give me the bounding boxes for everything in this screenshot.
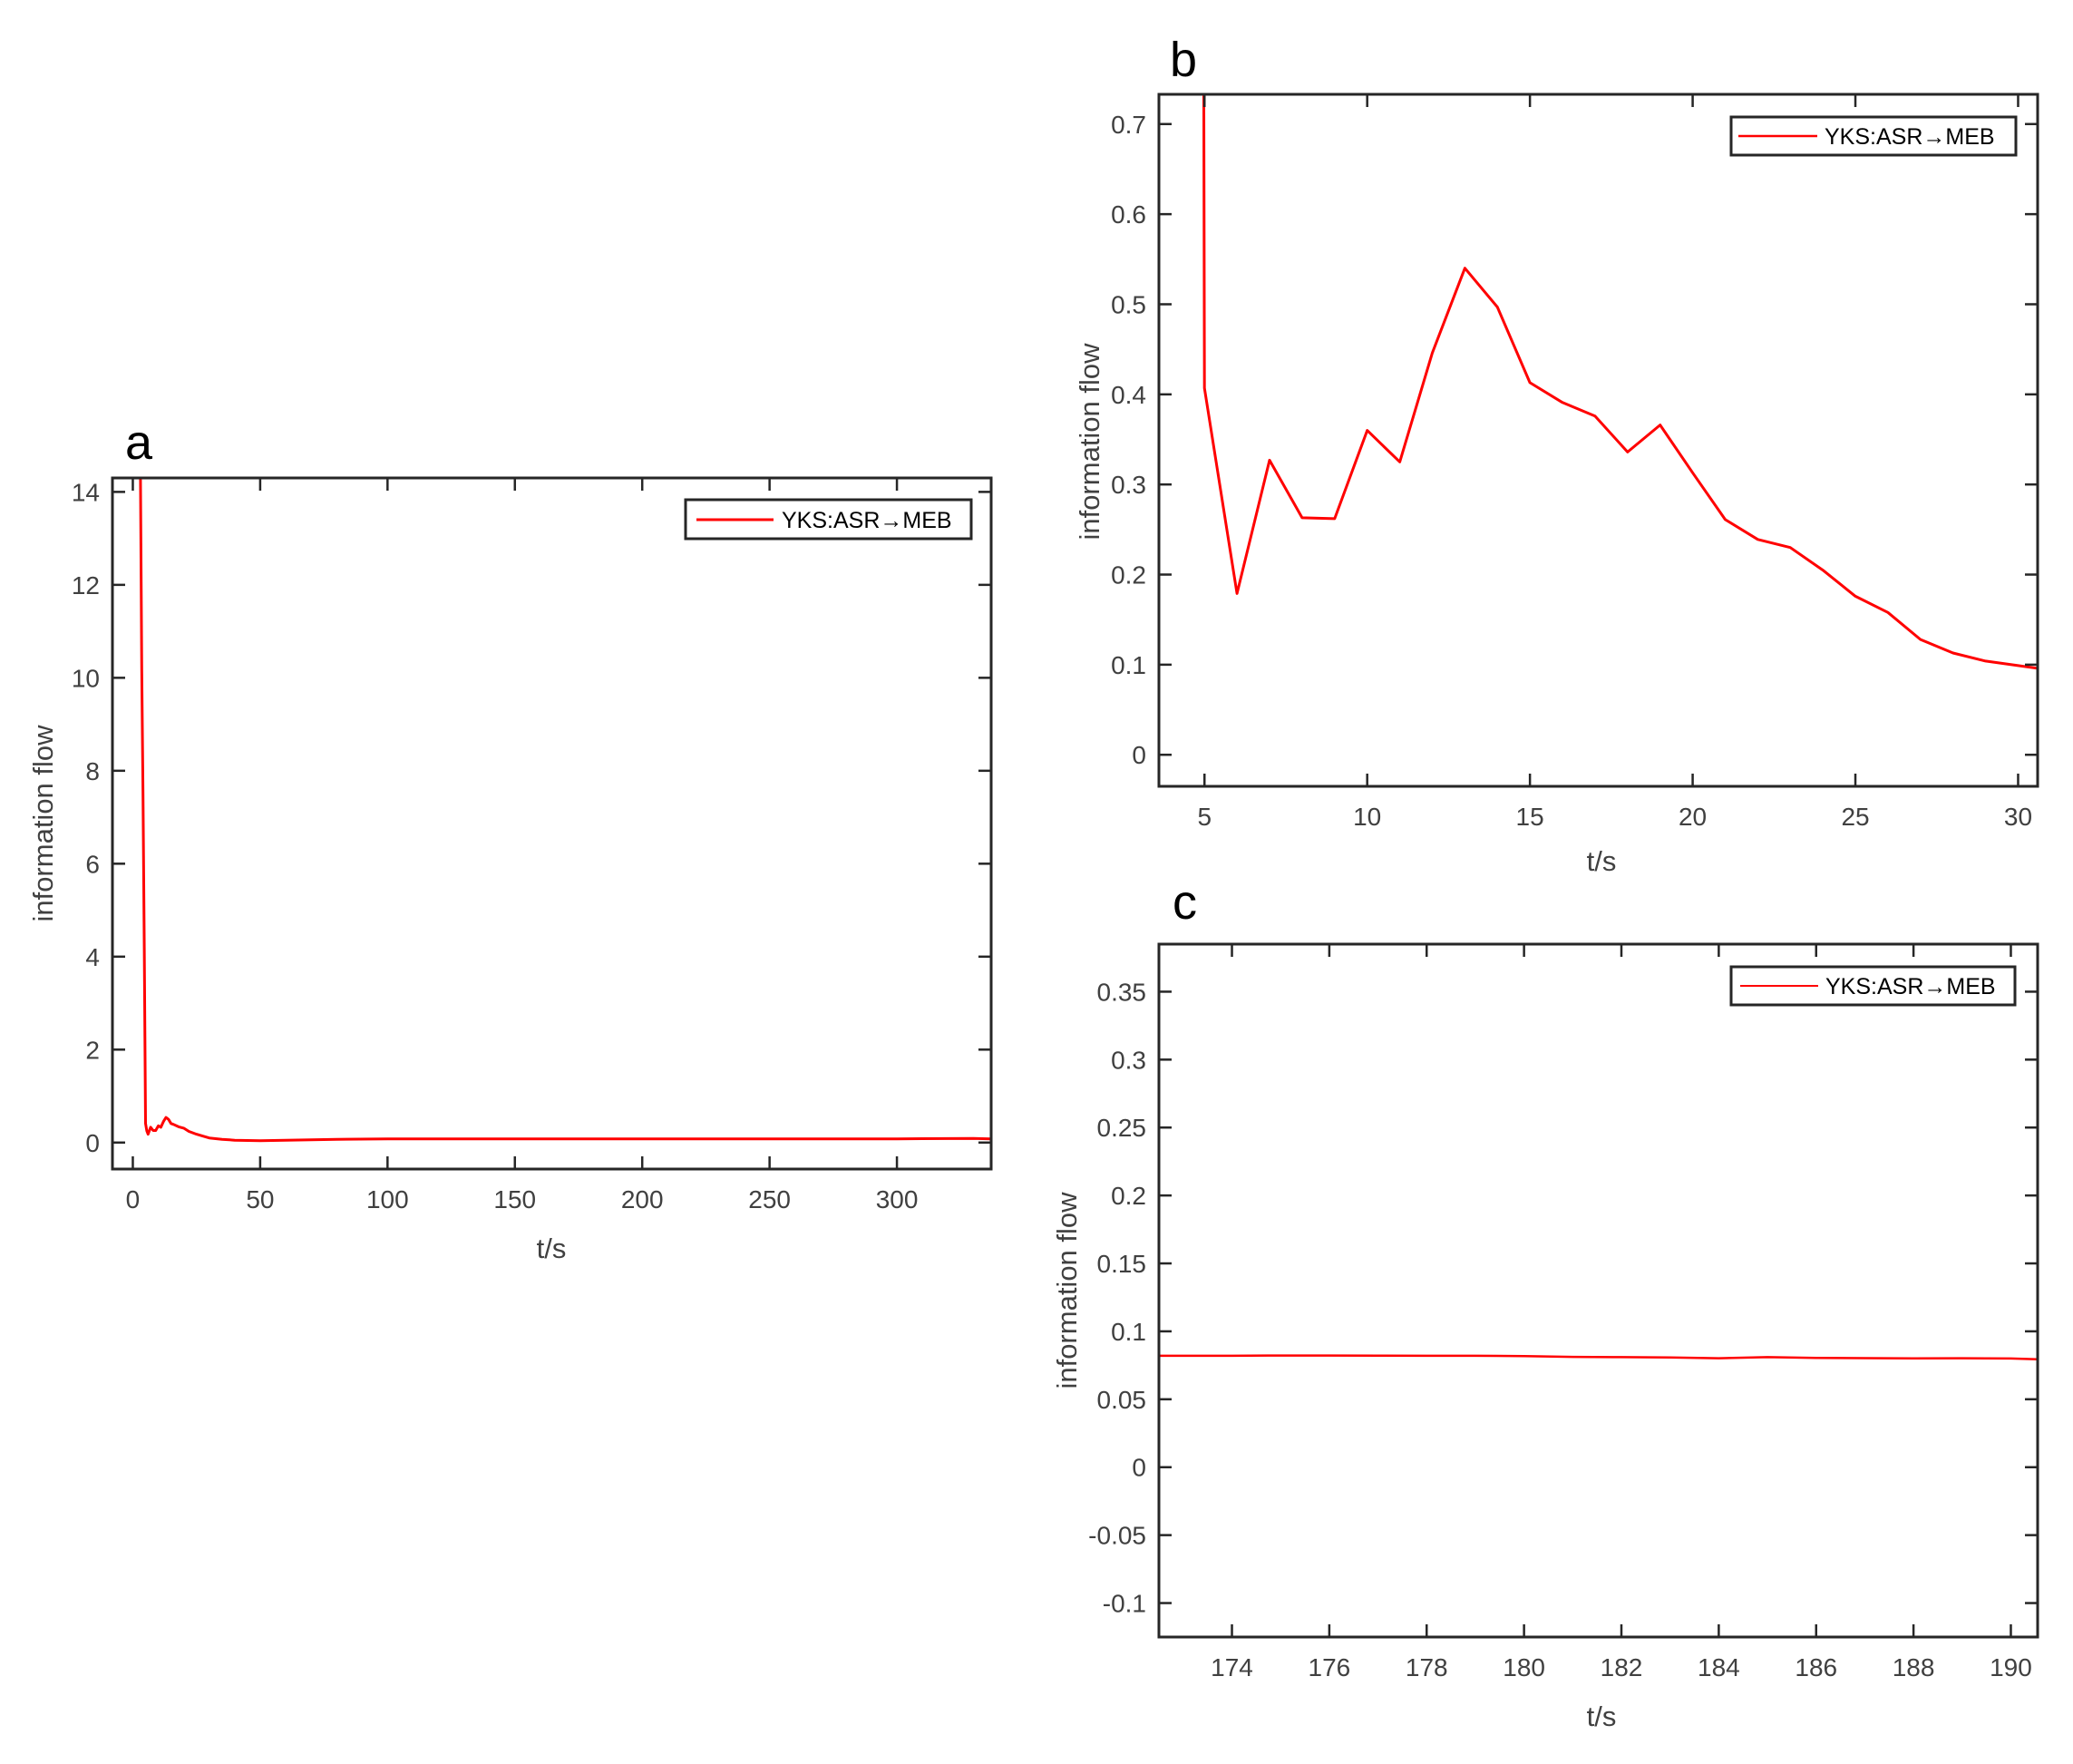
x-tick-label: 20 <box>1679 803 1707 831</box>
y-tick-label: 0.1 <box>1111 651 1146 679</box>
panel-c: c 174 176 178 180 182 184 186 188 190 -0.1 -0.05 0 0… <box>1051 875 2039 1732</box>
y-tick-label: 0.15 <box>1097 1250 1147 1278</box>
axes-frame <box>1157 942 2039 1639</box>
x-tick-label: 178 <box>1406 1653 1448 1681</box>
x-tick-label: 0 <box>126 1185 141 1213</box>
axes-frame <box>111 476 993 1171</box>
x-tick-label: 184 <box>1698 1653 1740 1681</box>
series-line <box>1159 1354 2038 1360</box>
x-tick-label: 300 <box>876 1185 919 1213</box>
y-tick-label: 12 <box>72 571 100 599</box>
panel-c-letter: c <box>1173 875 1197 930</box>
panel-c-legend: YKS:ASR→MEB <box>1729 965 2017 1007</box>
x-tick-label: 200 <box>621 1185 664 1213</box>
panel-b-legend: YKS:ASR→MEB <box>1729 115 2018 157</box>
panel-b-legend-label: YKS:ASR→MEB <box>1825 124 1995 150</box>
x-tick-label: 182 <box>1601 1653 1643 1681</box>
panel-a-letter: a <box>125 415 153 470</box>
panel-a-xlabel: t/s <box>537 1233 567 1264</box>
x-tick-label: 250 <box>748 1185 791 1213</box>
x-tick-label: 15 <box>1516 803 1544 831</box>
x-tick-label: 150 <box>493 1185 536 1213</box>
x-tick-label: 176 <box>1309 1653 1351 1681</box>
y-tick-label: -0.1 <box>1103 1590 1146 1618</box>
y-tick-label: 0.2 <box>1111 1182 1146 1210</box>
y-tick-label: 0.4 <box>1111 381 1146 409</box>
y-tick-label: 0.5 <box>1111 290 1146 318</box>
panel-c-plot-area: 174 176 178 180 182 184 186 188 190 -0.1 -0.05 0 0.0… <box>1088 942 2039 1681</box>
x-tick-label: 10 <box>1353 803 1381 831</box>
y-tick-label: 0.05 <box>1097 1386 1147 1414</box>
y-tick-label: 0.2 <box>1111 561 1146 590</box>
y-tick-label: 0.35 <box>1097 978 1147 1006</box>
y-tick-label: 0.25 <box>1097 1114 1147 1142</box>
y-tick-label: 0.1 <box>1111 1318 1146 1346</box>
panel-b-letter: b <box>1170 33 1197 87</box>
x-tick-label: 25 <box>1841 803 1869 831</box>
panel-a-ylabel: information flow <box>27 725 59 922</box>
y-tick-label: -0.05 <box>1088 1522 1146 1550</box>
y-tick-label: 4 <box>85 943 100 971</box>
y-tick-label: 10 <box>72 664 100 692</box>
axes-frame <box>1157 93 2039 788</box>
panel-b-ylabel: information flow <box>1074 343 1105 541</box>
panel-c-legend-label: YKS:ASR→MEB <box>1825 974 1996 999</box>
x-tick-label: 174 <box>1211 1653 1253 1681</box>
panel-b-plot-area: 5 10 15 20 25 30 0 0.1 0.2 0.3 0.4 0.5 0.6 0.7 <box>1111 93 2039 831</box>
panel-a-legend: YKS:ASR→MEB <box>684 498 973 541</box>
x-tick-label: 5 <box>1197 803 1212 831</box>
panel-b-xlabel: t/s <box>1587 845 1617 877</box>
y-tick-label: 0 <box>1132 1454 1146 1482</box>
series-line <box>1202 94 2038 670</box>
y-tick-label: 0.3 <box>1111 471 1146 499</box>
y-tick-label: 0.3 <box>1111 1046 1146 1074</box>
panel-a-plot-area: 0 50 100 150 200 250 300 0 2 4 6 8 10 12 14 <box>72 476 993 1213</box>
panel-a: a 0 50 100 150 200 250 300 0 2 4 6 8 10 12 14 t/s info… <box>27 415 993 1264</box>
y-tick-label: 6 <box>85 850 100 878</box>
y-tick-label: 14 <box>72 478 100 506</box>
x-tick-label: 100 <box>366 1185 409 1213</box>
x-tick-label: 186 <box>1795 1653 1837 1681</box>
panel-c-xlabel: t/s <box>1587 1701 1617 1732</box>
x-tick-label: 188 <box>1893 1653 1935 1681</box>
y-tick-label: 2 <box>85 1036 100 1064</box>
panel-a-legend-label: YKS:ASR→MEB <box>782 508 952 533</box>
x-tick-label: 190 <box>1990 1653 2032 1681</box>
y-tick-label: 0.6 <box>1111 200 1146 229</box>
y-tick-label: 0.7 <box>1111 111 1146 139</box>
x-tick-label: 30 <box>2004 803 2032 831</box>
y-tick-label: 0 <box>1132 741 1146 769</box>
x-tick-label: 50 <box>246 1185 274 1213</box>
x-tick-label: 180 <box>1503 1653 1545 1681</box>
y-tick-label: 0 <box>85 1129 100 1157</box>
panel-c-ylabel: information flow <box>1051 1192 1083 1389</box>
series-line <box>139 478 991 1143</box>
y-tick-label: 8 <box>85 757 100 785</box>
